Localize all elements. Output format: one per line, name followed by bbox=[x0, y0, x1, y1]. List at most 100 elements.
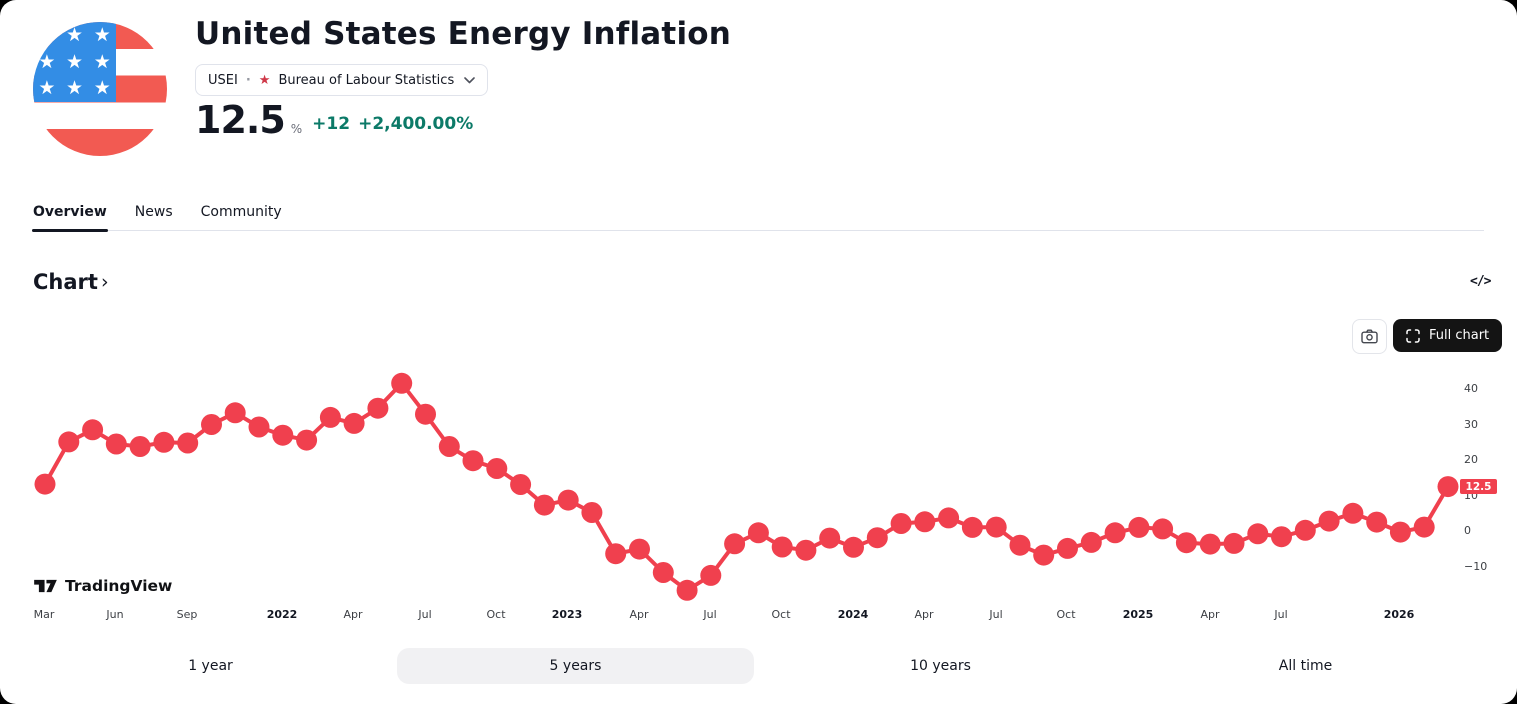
data-point bbox=[1128, 516, 1150, 538]
full-chart-label: Full chart bbox=[1429, 328, 1490, 343]
x-axis-label: Mar bbox=[33, 608, 55, 621]
symbol-source-selector[interactable]: USEI · Bureau of Labour Statistics bbox=[195, 64, 489, 96]
data-point bbox=[1294, 519, 1316, 541]
data-point bbox=[129, 436, 151, 457]
x-axis-label: 2022 bbox=[266, 608, 298, 621]
change-absolute: +12 bbox=[312, 114, 351, 135]
data-point bbox=[1389, 521, 1411, 543]
data-point bbox=[1199, 533, 1221, 555]
change-percent: +2,400.00% bbox=[358, 114, 474, 135]
chart-section-link[interactable]: Chart › bbox=[33, 270, 109, 294]
tab-news[interactable]: News bbox=[134, 204, 173, 220]
data-point bbox=[343, 412, 365, 434]
tab-overview[interactable]: Overview bbox=[32, 202, 108, 232]
embed-code-icon[interactable]: </> bbox=[1470, 274, 1492, 289]
data-point bbox=[1342, 502, 1364, 524]
x-axis-label: 2025 bbox=[1122, 608, 1154, 621]
data-point bbox=[415, 403, 436, 425]
snapshot-button[interactable] bbox=[1352, 319, 1387, 354]
source-name: Bureau of Labour Statistics bbox=[278, 72, 455, 88]
data-point bbox=[1009, 534, 1031, 556]
data-point bbox=[34, 473, 56, 495]
data-point bbox=[747, 522, 769, 544]
x-axis-label: 2024 bbox=[837, 608, 869, 621]
data-point bbox=[177, 432, 199, 454]
data-point bbox=[629, 538, 650, 560]
x-axis-label: 2026 bbox=[1383, 608, 1415, 621]
series-line bbox=[43, 381, 1450, 593]
y-axis-label: 0 bbox=[1464, 524, 1471, 537]
data-point bbox=[58, 431, 80, 453]
tradingview-label: TradingView bbox=[65, 577, 173, 595]
data-point bbox=[1152, 518, 1174, 540]
data-point bbox=[462, 450, 484, 472]
data-point bbox=[843, 536, 864, 558]
data-point bbox=[961, 516, 983, 538]
data-point bbox=[105, 433, 127, 455]
full-chart-button[interactable]: Full chart bbox=[1393, 319, 1503, 352]
data-point bbox=[652, 562, 674, 583]
tab-bar: Overview News Community bbox=[32, 202, 1484, 232]
range-all-time[interactable]: All time bbox=[1127, 648, 1484, 684]
range-5-years[interactable]: 5 years bbox=[397, 648, 754, 684]
chevron-down-icon bbox=[464, 76, 476, 83]
data-point bbox=[676, 579, 698, 601]
data-point bbox=[533, 494, 555, 516]
data-point bbox=[201, 414, 222, 435]
data-point bbox=[272, 424, 294, 446]
x-axis: Mar Jun Sep 2022 Apr Jul Oct 2023 Apr Jul Oct 2024 A… bbox=[32, 608, 1456, 624]
data-point bbox=[1366, 511, 1388, 533]
value-change: +12 +2,400.00% bbox=[312, 114, 473, 137]
x-axis-label: Jun bbox=[106, 608, 124, 621]
x-axis-label: Oct bbox=[486, 608, 506, 621]
chevron-right-icon: › bbox=[100, 271, 109, 293]
data-point bbox=[581, 502, 603, 523]
data-point bbox=[153, 431, 175, 453]
price-chart[interactable] bbox=[32, 360, 1459, 620]
last-value-badge: 12.5 bbox=[1460, 479, 1497, 495]
tradingview-mark-icon bbox=[34, 579, 57, 592]
data-point bbox=[890, 513, 912, 534]
x-axis-label: Apr bbox=[1200, 608, 1220, 621]
separator-dot: · bbox=[245, 72, 251, 88]
y-axis-label: 30 bbox=[1464, 417, 1478, 431]
range-10-years[interactable]: 10 years bbox=[762, 648, 1119, 684]
x-axis-label: Apr bbox=[914, 608, 934, 621]
data-point bbox=[605, 543, 627, 565]
current-value-row: 12.5 % +12 +2,400.00% bbox=[195, 98, 473, 142]
data-point bbox=[391, 372, 413, 394]
x-axis-label: Jul bbox=[989, 608, 1003, 621]
fullscreen-icon bbox=[1406, 328, 1420, 343]
y-axis-label: 20 bbox=[1464, 453, 1478, 466]
x-axis-label: Jul bbox=[1274, 608, 1288, 621]
x-axis-label: 2023 bbox=[551, 608, 583, 621]
range-1-year[interactable]: 1 year bbox=[32, 648, 389, 684]
us-flag-icon bbox=[33, 22, 167, 156]
data-point bbox=[82, 419, 104, 441]
data-point bbox=[795, 539, 817, 561]
data-point bbox=[248, 416, 270, 438]
data-point bbox=[296, 429, 318, 451]
tab-community[interactable]: Community bbox=[200, 204, 282, 220]
data-point bbox=[367, 397, 389, 419]
current-value: 12.5 bbox=[195, 98, 286, 142]
data-point bbox=[1318, 510, 1340, 532]
x-axis-label: Apr bbox=[343, 608, 363, 621]
x-axis-label: Oct bbox=[771, 608, 791, 621]
data-point bbox=[486, 458, 508, 479]
camera-icon bbox=[1361, 329, 1378, 344]
data-point bbox=[700, 564, 722, 586]
data-point bbox=[819, 527, 841, 549]
data-point bbox=[438, 436, 460, 457]
data-point bbox=[557, 489, 579, 511]
y-axis-label: −10 bbox=[1464, 559, 1488, 573]
data-point bbox=[224, 402, 246, 424]
y-axis-label: 40 bbox=[1464, 382, 1478, 395]
page-title: United States Energy Inflation bbox=[195, 16, 732, 52]
data-point bbox=[1175, 532, 1197, 554]
value-unit: % bbox=[290, 122, 303, 137]
data-point bbox=[866, 527, 888, 549]
data-point bbox=[1413, 516, 1435, 538]
tradingview-logo[interactable]: TradingView bbox=[33, 577, 172, 595]
